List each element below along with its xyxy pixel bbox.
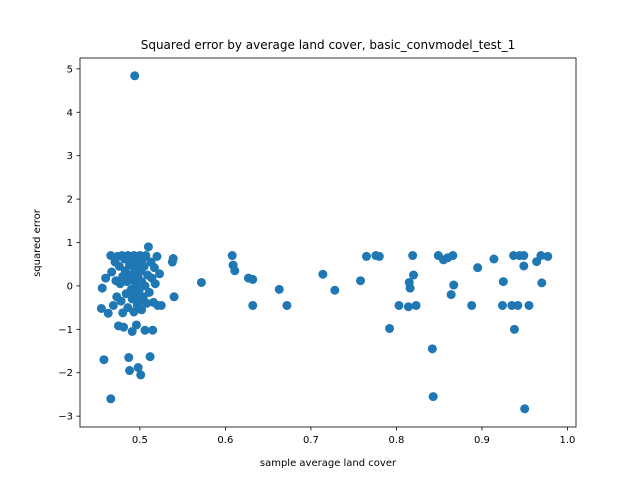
data-point	[403, 302, 413, 312]
data-point	[103, 308, 113, 318]
data-point	[139, 261, 149, 271]
data-point	[149, 263, 159, 273]
data-point	[543, 251, 553, 261]
data-point	[361, 251, 371, 261]
data-point	[119, 322, 129, 332]
data-point	[125, 366, 135, 376]
data-point	[519, 251, 529, 261]
data-point	[489, 254, 499, 264]
data-point	[107, 267, 117, 277]
data-point	[148, 325, 158, 335]
data-point	[145, 352, 155, 362]
plot-area	[96, 71, 553, 414]
data-point	[136, 370, 146, 380]
data-point	[227, 251, 237, 261]
data-point	[509, 324, 519, 334]
y-tick-label: 4	[67, 108, 73, 119]
data-point	[467, 300, 477, 310]
data-point	[133, 363, 143, 373]
data-point	[513, 300, 523, 310]
data-point	[106, 251, 116, 261]
data-point	[449, 280, 459, 290]
data-point	[473, 263, 483, 273]
data-point	[248, 300, 258, 310]
data-point	[130, 71, 140, 81]
data-point	[142, 298, 152, 308]
data-point	[394, 300, 404, 310]
x-tick-label: 1.0	[559, 435, 575, 446]
data-point	[168, 254, 178, 264]
chart-title: Squared error by average land cover, bas…	[141, 38, 516, 52]
data-point	[374, 251, 384, 261]
data-point	[524, 300, 534, 310]
x-axis: 0.5 0.6 0.7 0.8 0.9 1.0	[132, 427, 575, 446]
data-point	[274, 284, 284, 294]
data-point	[108, 300, 118, 310]
y-tick-label: 2	[67, 195, 73, 206]
data-point	[427, 344, 437, 354]
x-tick-label: 0.6	[217, 435, 233, 446]
data-point	[408, 251, 418, 261]
data-point	[116, 296, 126, 306]
data-point	[96, 303, 106, 313]
data-point	[131, 320, 141, 330]
y-tick-label: 1	[67, 238, 73, 249]
data-point	[409, 270, 419, 280]
x-tick-label: 0.8	[388, 435, 404, 446]
x-tick-label: 0.5	[132, 435, 148, 446]
data-point	[446, 290, 456, 300]
y-tick-label: 3	[67, 151, 73, 162]
data-point	[428, 392, 438, 402]
data-point	[140, 325, 150, 335]
x-axis-label: sample average land cover	[260, 458, 397, 469]
data-point	[124, 353, 134, 363]
y-tick-label: 5	[67, 64, 73, 75]
data-point	[169, 292, 179, 302]
data-point	[150, 279, 160, 289]
y-tick-label: −3	[58, 412, 73, 423]
y-axis-label: squared error	[32, 208, 43, 277]
data-point	[498, 277, 508, 287]
data-point	[101, 273, 111, 283]
data-point	[144, 287, 154, 297]
data-point	[115, 279, 125, 289]
data-point	[156, 300, 166, 310]
data-point	[141, 251, 151, 261]
y-tick-label: 0	[67, 281, 73, 292]
data-point	[282, 300, 292, 310]
data-point	[330, 285, 340, 295]
data-point	[519, 261, 529, 271]
data-point	[196, 277, 206, 287]
y-axis: −3 −2 −1 0 1 2 3 4 5	[58, 64, 80, 423]
data-point	[97, 283, 107, 293]
data-point	[520, 404, 530, 414]
data-point	[448, 251, 458, 261]
data-point	[99, 355, 109, 365]
x-tick-label: 0.9	[474, 435, 490, 446]
data-point	[497, 300, 507, 310]
data-point	[155, 269, 165, 279]
data-point	[106, 394, 116, 404]
data-point	[536, 251, 546, 261]
x-tick-label: 0.7	[303, 435, 319, 446]
data-point	[385, 323, 395, 333]
data-point	[537, 278, 547, 288]
data-point	[137, 305, 147, 315]
y-tick-label: −2	[58, 368, 73, 379]
data-point	[411, 300, 421, 310]
data-point	[140, 281, 150, 291]
data-point	[405, 283, 415, 293]
data-point	[356, 276, 365, 286]
data-point	[248, 274, 258, 284]
data-point	[230, 266, 240, 276]
data-point	[143, 242, 153, 252]
y-tick-label: −1	[58, 325, 73, 336]
data-point	[318, 269, 328, 279]
data-point	[127, 326, 137, 336]
data-point	[152, 251, 162, 261]
